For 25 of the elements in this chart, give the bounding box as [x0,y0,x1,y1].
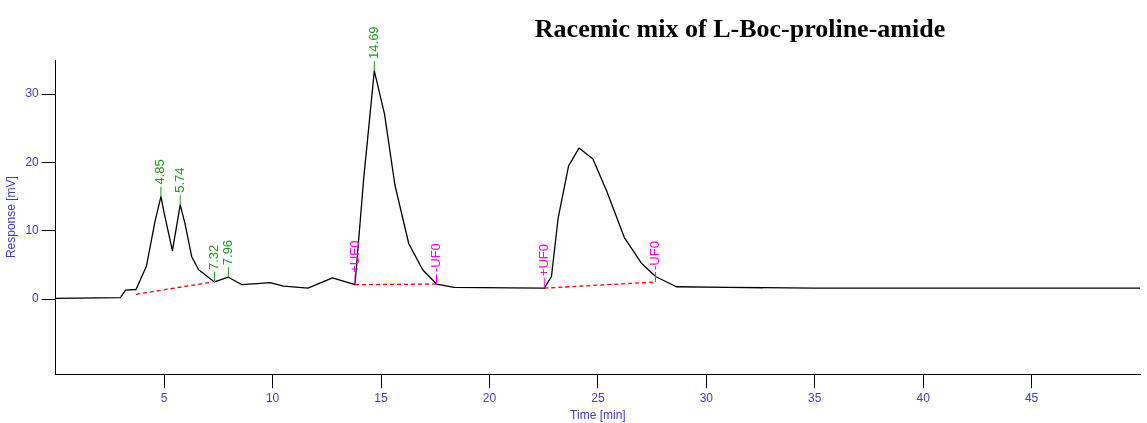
x-tick-label: 25 [591,390,605,405]
x-axis-title: Time [min] [570,408,626,423]
y-tick-label: 0 [32,291,40,306]
x-tick-label: 20 [482,390,497,405]
annotation: 14.69 [365,26,381,59]
annotation: 7.32 [206,244,222,270]
annotation: -UF0 [647,241,663,270]
x-tick-label: 15 [374,390,389,405]
y-tick-label: 30 [25,86,40,101]
annotation: -UF0 [428,243,444,273]
annotation: +UF0 [535,243,551,277]
chart-title: Racemic mix of L-Boc-proline-amide [534,13,946,43]
x-tick-label: 45 [1024,390,1039,405]
x-tick-label: 5 [160,390,168,405]
y-tick-label: 10 [25,223,40,238]
y-tick-label: 20 [25,154,40,169]
y-axis-title: Response [mV] [3,176,18,259]
x-tick-label: 10 [265,390,280,405]
x-tick-label: 30 [699,390,714,405]
annotation: +UF0 [346,240,362,273]
x-tick-label: 35 [808,390,822,405]
annotation: 4.85 [152,159,168,185]
x-tick-label: 40 [916,390,931,405]
annotation: 7.96 [219,239,235,266]
annotation: 5.74 [171,167,187,193]
